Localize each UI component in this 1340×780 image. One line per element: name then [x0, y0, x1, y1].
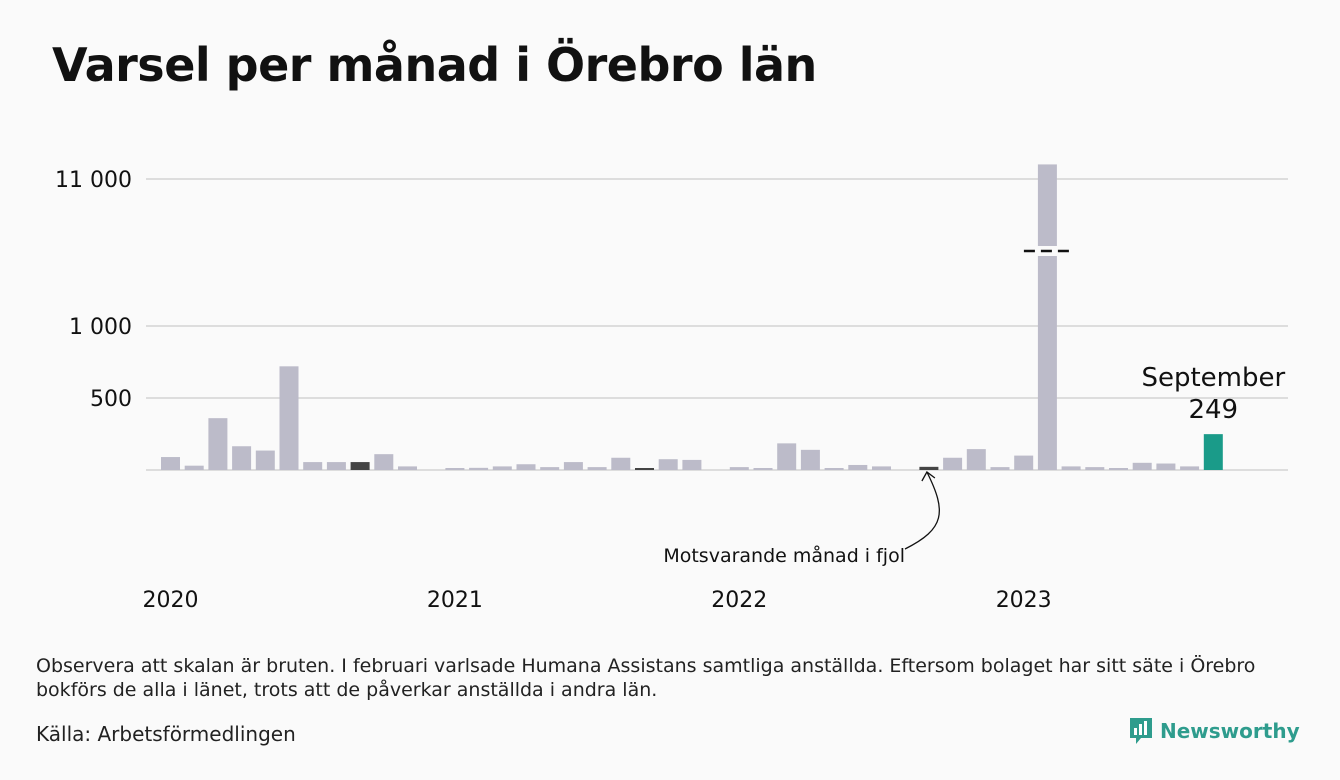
bar — [1037, 164, 1057, 471]
highlight-month-label: September — [1141, 363, 1285, 393]
bar — [279, 366, 299, 470]
bar — [303, 462, 323, 470]
x-year-label: 2020 — [143, 588, 199, 613]
bar — [1109, 468, 1128, 470]
bar — [161, 457, 180, 470]
bar — [966, 449, 986, 470]
bar — [492, 466, 512, 470]
annotation-arrowhead — [921, 471, 936, 482]
bar — [729, 467, 749, 470]
bar — [1014, 455, 1034, 470]
bar — [1132, 462, 1152, 470]
chart-title: Varsel per månad i Örebro län — [52, 38, 817, 92]
bar — [753, 468, 773, 470]
bar — [919, 466, 939, 470]
bar — [208, 418, 228, 470]
x-year-label: 2023 — [996, 588, 1052, 613]
bar — [516, 464, 536, 470]
source-text: Källa: Arbetsförmedlingen — [36, 722, 296, 746]
bar — [232, 446, 252, 470]
bar — [1061, 466, 1081, 470]
bar — [1203, 434, 1223, 470]
bars — [161, 164, 1223, 471]
bar — [848, 464, 868, 470]
bar — [872, 466, 891, 470]
bar — [350, 462, 370, 470]
y-tick-label: 500 — [90, 387, 132, 412]
bar — [824, 468, 844, 470]
bar — [374, 454, 394, 470]
bar — [1085, 467, 1105, 470]
bar — [1180, 466, 1200, 470]
bar — [398, 466, 417, 470]
x-year-label: 2021 — [427, 588, 483, 613]
bar — [635, 468, 654, 470]
grid-lines: 500 1 000 11 000 — [55, 168, 1288, 471]
chart-note: Observera att skalan är bruten. I februa… — [36, 655, 1256, 701]
bar — [990, 467, 1010, 470]
bar — [587, 467, 607, 470]
newsworthy-logo-icon — [1130, 718, 1152, 744]
bar — [943, 457, 963, 470]
bar — [469, 467, 489, 470]
bar — [1156, 463, 1176, 470]
bar — [611, 457, 631, 470]
bar — [800, 449, 820, 470]
bar — [563, 462, 583, 470]
bar — [658, 459, 678, 470]
comparison-annotation: Motsvarande månad i fjol — [663, 544, 905, 567]
newsworthy-logo-text: Newsworthy — [1160, 719, 1300, 743]
x-year-label: 2022 — [711, 588, 767, 613]
newsworthy-logo[interactable]: Newsworthy — [1128, 716, 1300, 746]
bar — [445, 468, 465, 470]
y-tick-label: 11 000 — [55, 168, 132, 193]
bar — [540, 467, 560, 470]
bar — [255, 450, 275, 470]
bar — [777, 443, 797, 470]
y-tick-label: 1 000 — [69, 315, 132, 340]
bar — [326, 462, 346, 470]
bar — [682, 459, 702, 470]
highlight-value-label: 249 — [1188, 395, 1238, 425]
annotation-arrow — [904, 471, 940, 550]
bar — [184, 465, 204, 470]
